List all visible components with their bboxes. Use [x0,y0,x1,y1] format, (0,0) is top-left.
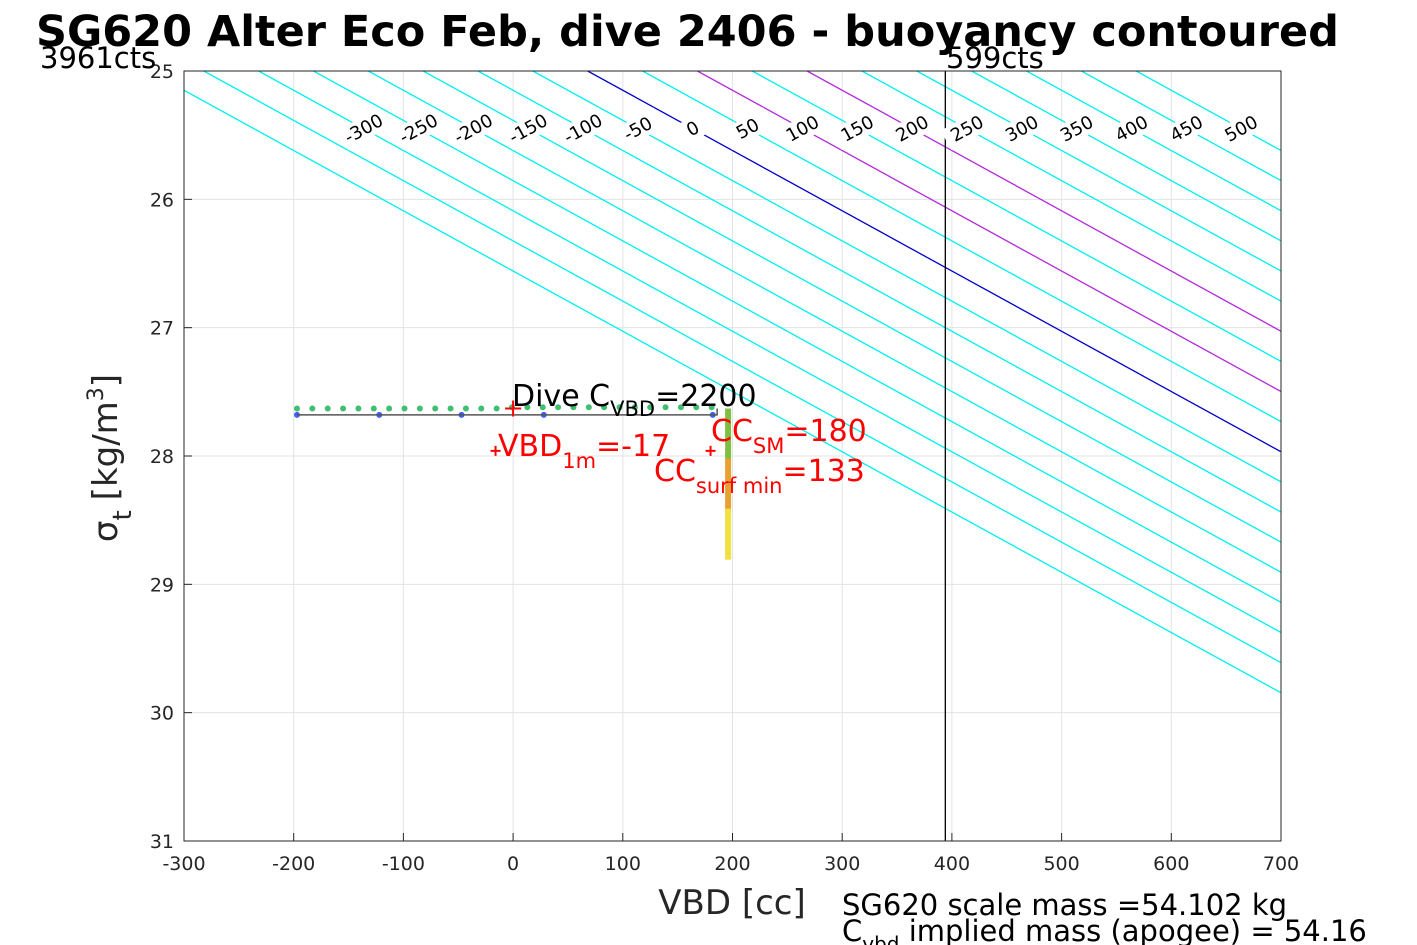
contour-line-100 [697,71,1281,393]
dive-point [708,404,715,411]
x-axis-label: VBD [cc] [658,883,806,923]
dive-point [601,404,608,411]
contour-line--100 [477,71,1281,513]
surface-bar-segment [725,458,732,510]
x-tick-label: 500 [1043,853,1079,875]
dive-point [478,405,485,412]
contour-label-bg [447,107,500,150]
contour-label-bg [1050,107,1104,150]
contour-label-bg [556,107,610,150]
dive-point [370,405,377,412]
x-tick-label: -200 [272,853,315,875]
contour-label-bg [721,107,775,150]
vbd1m-annotation: VBD1m=-17 [498,429,670,473]
contour-line--50 [532,71,1281,483]
y-axis-label: σt[kg/m3] [84,374,138,542]
dive-point [616,404,623,411]
y-tick-label: 29 [150,574,174,596]
y-tick-label: 27 [150,318,174,340]
dive-point [693,404,700,411]
ccsm-annotation: CCSM=180 [711,414,867,458]
x-tick-label: 700 [1263,853,1299,875]
y-tick-label: 28 [150,446,174,468]
contour-line-0 [587,71,1281,453]
contour-label-bg [611,107,665,150]
contour-line-200 [806,71,1281,333]
dive-point [355,405,362,412]
dive-point [293,405,300,412]
implied-mass-text: Cvbd implied mass (apogee) = 54.16 [842,914,1367,945]
contour-line-150 [751,71,1281,363]
contour-label-bg [1160,107,1213,150]
contour-label-bg [995,107,1049,150]
ccsurf-annotation: CCsurf min=133 [654,454,865,498]
dive-point [401,405,408,412]
contour-line--250 [313,71,1281,604]
dive-point [524,404,531,411]
x-tick-label: 400 [934,853,970,875]
markers [490,400,716,456]
chart-title: SG620 Alter Eco Feb, dive 2406 - buoyanc… [36,7,1339,57]
buoyancy-contours [184,71,1281,694]
dive-point [631,404,638,411]
dive-point [585,404,592,411]
contour-label-bg [1105,107,1158,150]
dive-point [555,404,562,411]
axis-ticks: -300 -200 -100 0 100 200 300 400 500 600 700 25 26 27… [150,61,1299,875]
contour-label-bg [776,107,829,150]
contour-line--150 [422,71,1281,543]
dive-point [570,404,577,411]
contour-line-400 [1026,71,1281,212]
y-tick-label: 31 [150,831,174,853]
dive-point [324,405,331,412]
contour-label-bg [337,107,391,150]
contour-label-bg [1215,107,1268,150]
surface-bar-segment [725,408,732,460]
dive-point [416,405,423,412]
dive-point [432,405,439,412]
contour-label-bg [940,107,994,150]
top-left-counts: 3961cts [40,41,156,75]
contour-line-350 [971,71,1281,242]
dive-point [662,404,669,411]
dive-c-annotation: Dive CVBD=2200 [512,379,757,421]
dive-point [447,405,454,412]
contour-label-bg [666,107,720,150]
dive-point [677,404,684,411]
y-tick-label: 26 [150,189,174,211]
dive-point [309,405,316,412]
contour-line--350 [203,71,1281,664]
dive-series [293,404,732,560]
scale-mass-text: SG620 scale mass =54.102 kg [842,888,1287,922]
x-tick-label: 100 [605,853,641,875]
contour-label-bg [885,107,939,150]
y-tick-label: 30 [150,703,174,725]
contour-label-bg [831,107,884,150]
contour-line-50 [642,71,1281,423]
contour-line-300 [916,71,1281,272]
dive-point [539,404,546,411]
x-tick-label: 0 [507,853,519,875]
x-tick-label: 600 [1153,853,1189,875]
contour-label-bg [501,107,555,150]
dive-point [340,405,347,412]
dive-point [462,405,469,412]
dive-point [493,405,500,412]
y-tick-label: 25 [150,61,174,83]
x-tick-label: 300 [824,853,860,875]
top-right-counts: 599cts [946,41,1044,75]
dive-trace-line [296,408,718,416]
contour-line--400 [184,89,1281,694]
dive-point [386,405,393,412]
contour-label-bg [392,107,445,150]
x-tick-label: -100 [382,853,425,875]
surface-bar-segment [725,508,732,560]
dive-point [647,404,654,411]
contour-line-250 [861,71,1281,302]
x-tick-label: 200 [714,853,750,875]
x-tick-label: -300 [162,853,205,875]
contour-line--200 [367,71,1281,574]
contour-line--300 [258,71,1281,634]
